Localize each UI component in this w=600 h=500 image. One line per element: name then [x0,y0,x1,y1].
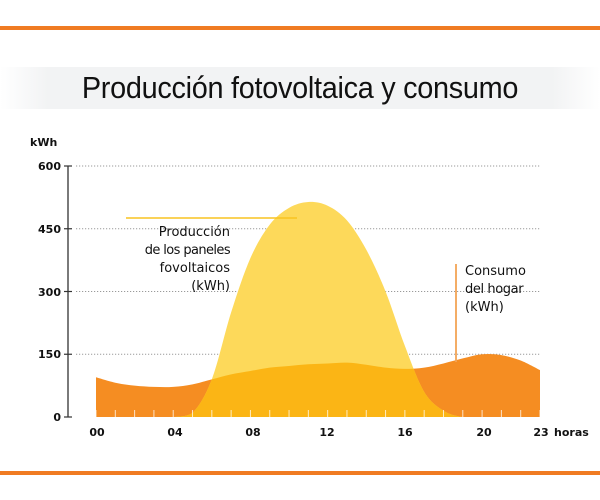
hour-ticks [95,410,541,417]
y-tick-marks [64,165,72,418]
x-tick-04: 04 [167,426,183,439]
chart-title: Producción fotovoltaica y consumo [81,70,519,105]
production-label-line3: fovoltaicos [160,261,231,276]
production-area [96,201,540,417]
y-unit-label: kWh [30,136,57,149]
x-tick-23: 23 [533,426,548,439]
production-label-line4: (kWh) [191,279,230,294]
y-tick-150: 150 [38,348,61,361]
consumption-label-line3: (kWh) [465,300,504,315]
x-tick-16: 16 [397,426,413,439]
production-label-line2: de los paneles [145,243,231,258]
y-tick-450: 450 [38,223,61,236]
top-rule [0,26,600,30]
x-tick-00: 00 [89,426,105,439]
x-tick-08: 08 [245,426,260,439]
bottom-rule [0,471,600,475]
x-tick-12: 12 [319,426,334,439]
production-label-line1: Producción [159,225,230,240]
y-tick-0: 0 [53,411,61,424]
x-tick-20: 20 [476,426,492,439]
title-band [0,67,600,109]
consumption-label-line1: Consumo [465,264,526,279]
consumption-label-line2: del hogar [465,282,524,297]
y-tick-600: 600 [38,160,61,173]
y-tick-300: 300 [38,286,61,299]
x-unit-label: horas [554,426,589,439]
